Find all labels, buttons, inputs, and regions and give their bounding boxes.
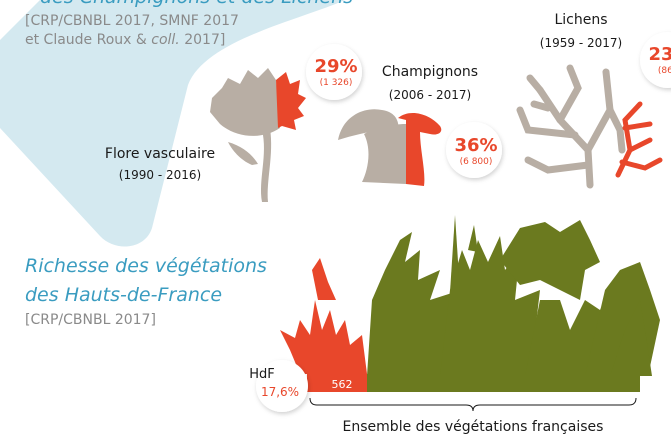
lichen-illustration — [516, 64, 663, 189]
region-percent: 17,6% — [261, 385, 299, 399]
brace — [309, 397, 637, 412]
group-name: Lichens — [554, 12, 607, 28]
group-period: (2006 - 2017) — [389, 88, 471, 102]
region-label: HdF — [249, 367, 275, 382]
total-label: Ensemble des végétations françaises — [343, 419, 604, 435]
total-bar — [367, 374, 640, 392]
source-part: et Claude Roux & — [25, 32, 151, 48]
vegetation-illustration — [280, 215, 660, 392]
region-bar — [307, 374, 367, 392]
group-name: Champignons — [382, 64, 478, 80]
group-percent: 36% — [454, 135, 497, 156]
badge — [446, 122, 502, 178]
section-title: Richesse des végétations — [25, 255, 267, 277]
header-title: des Champignons et des Lichens — [40, 0, 353, 8]
group-percent: 23% — [648, 44, 671, 65]
section-title: des Hauts-de-France — [25, 284, 222, 306]
group-period: (1990 - 2016) — [119, 168, 201, 182]
source-part: 2017] — [180, 32, 226, 48]
background-band — [0, 0, 345, 247]
source: [CRP/CBNBL 2017, SMNF 2017 — [25, 13, 239, 29]
mushroom-illustration — [338, 109, 442, 186]
source: [CRP/CBNBL 2017] — [25, 312, 156, 328]
badge — [640, 32, 671, 88]
badge — [256, 360, 308, 412]
badge — [306, 44, 362, 100]
source-part: coll. — [151, 32, 180, 48]
group-name: Flore vasculaire — [105, 146, 215, 162]
group-count: (868) — [658, 66, 671, 76]
group-count: (6 800) — [460, 157, 493, 167]
region-count: 562 — [332, 378, 353, 391]
source: et Claude Roux & coll. 2017] — [25, 32, 225, 48]
group-period: (1959 - 2017) — [540, 36, 622, 50]
group-count: (1 326) — [320, 78, 353, 88]
flower-illustration — [210, 68, 306, 202]
group-percent: 29% — [314, 56, 357, 77]
